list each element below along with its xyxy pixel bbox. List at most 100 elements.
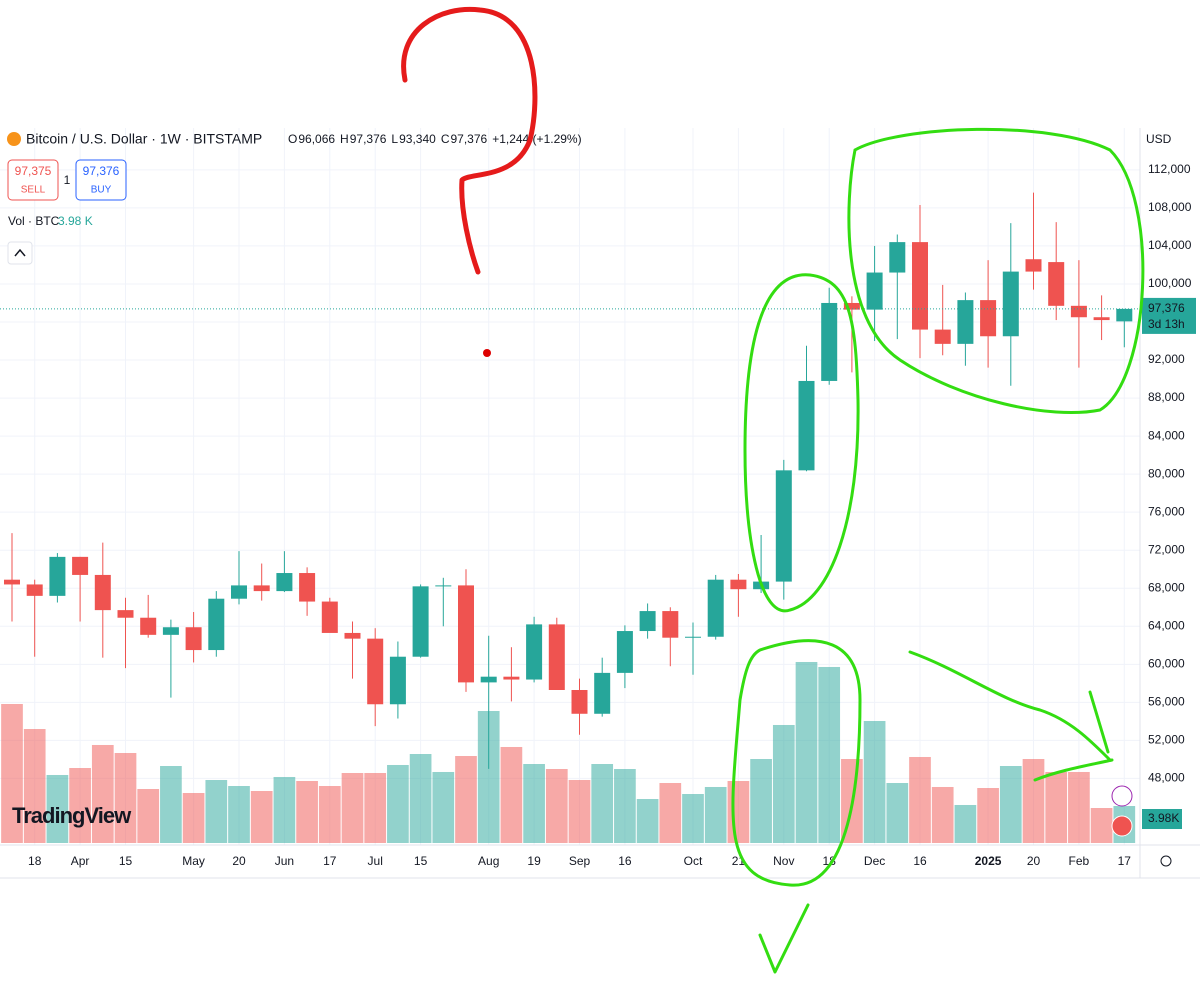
candle-body [480,676,497,683]
candle-body [276,573,293,592]
ohlc-key: O [288,132,297,146]
volume-label: 3.98K [1148,811,1179,825]
ohlc-key: H [340,132,349,146]
currency-label: USD [1146,132,1172,146]
volume-bar [160,766,182,843]
candle-body [821,302,838,381]
volume-indicator: Vol · BTC [8,214,60,228]
volume-bar [500,746,523,843]
x-tick-label: 15 [414,854,428,868]
candle-body [571,689,588,714]
annotation-loop [847,127,1145,414]
candle-body [548,624,565,690]
candle-body [389,656,406,705]
candle-body [49,556,66,596]
volume-bar [364,773,387,843]
ohlc-key: L [391,132,398,146]
countdown-label: 3d 13h [1148,317,1185,331]
annotation-arrow [908,650,1114,782]
volume-bar [545,769,568,843]
candle-body [344,632,361,639]
candle-body [526,624,543,680]
annotation-loop [731,639,862,887]
candle-body [185,627,202,651]
flag-icon[interactable] [1111,815,1133,837]
volume-bar [69,768,91,843]
candle-body [299,573,316,602]
current-price-box [1142,297,1196,334]
volume-bar [795,661,818,843]
sell-button[interactable] [7,159,59,201]
x-tick-label: 16 [913,854,927,868]
y-tick-label: 68,000 [1148,580,1185,594]
candle-body [1093,317,1110,321]
volume-bar [704,786,727,843]
volume-bar [228,786,250,843]
ohlc-readout: O 96,066 H 97,376 L 93,340 C 97,376 +1,244 (+1.2… [288,132,582,146]
volume-indicator-value: 3.98 K [58,214,93,228]
volume-bar [46,774,69,843]
volume-bar [614,769,636,843]
volume-bar [772,724,795,843]
x-tick-label: 15 [119,854,133,868]
volume-bar [318,786,341,843]
symbol-title[interactable]: Bitcoin / U.S. Dollar · 1W · BITSTAMP [26,131,262,147]
x-tick-label: Jul [368,854,383,868]
y-tick-label: 84,000 [1148,428,1185,442]
y-tick-label: 112,000 [1148,162,1191,176]
x-tick-label: Oct [684,854,703,868]
volume-bar [409,754,432,843]
volume-bar [863,721,886,843]
candle-body [934,329,951,344]
x-tick-label: 18 [28,854,42,868]
collapse-icon [14,248,26,257]
annotation-dot [483,349,491,357]
candle-body [775,470,792,582]
x-tick-label: Dec [864,854,885,868]
volume-bar [273,776,296,843]
candle-body [503,676,520,680]
sell-price: 97,375 [15,164,52,178]
x-tick-label: Apr [71,854,90,868]
candle-body [4,579,20,585]
ohlc-value: 96,066 [298,132,335,146]
candle-body [889,242,906,273]
candle-body [866,272,883,310]
x-tick-label: 17 [323,854,337,868]
candle-body [1116,308,1133,322]
candle-body [253,585,270,592]
y-tick-label: 80,000 [1148,466,1185,480]
x-tick-label: 16 [618,854,632,868]
candle-body [662,611,679,638]
x-tick-label: 17 [1118,854,1132,868]
alert-icon[interactable] [1111,785,1133,807]
candle-body [707,579,724,637]
y-tick-label: 72,000 [1148,542,1185,556]
volume-bar [477,711,500,843]
y-tick-label: 60,000 [1148,656,1185,670]
annotation-check [758,903,810,974]
y-tick-label: 48,000 [1148,771,1185,785]
x-tick-label: Nov [773,854,794,868]
volume-bar [886,783,909,843]
volume-bar [182,793,205,843]
collapse-button[interactable] [7,241,33,265]
volume-bar [205,779,228,843]
buy-price: 97,376 [83,164,120,178]
candle-body [208,598,225,651]
volume-bar [23,729,46,843]
volume-bar [250,791,273,843]
candle-body [843,302,860,310]
candle-body [730,579,747,590]
settings-icon[interactable] [1160,855,1172,867]
current-price-label: 97,376 [1148,301,1185,315]
candle-body [616,631,633,673]
y-tick-label: 52,000 [1148,733,1185,747]
axes: 48,000 52,000 56,000 60,000 64,000 68,000 72,0… [0,162,1196,868]
y-tick-label: 104,000 [1148,238,1192,252]
candle-body [94,574,111,611]
buy-button[interactable] [75,159,127,201]
volume-bar [636,799,659,843]
volume-bar [591,764,614,843]
